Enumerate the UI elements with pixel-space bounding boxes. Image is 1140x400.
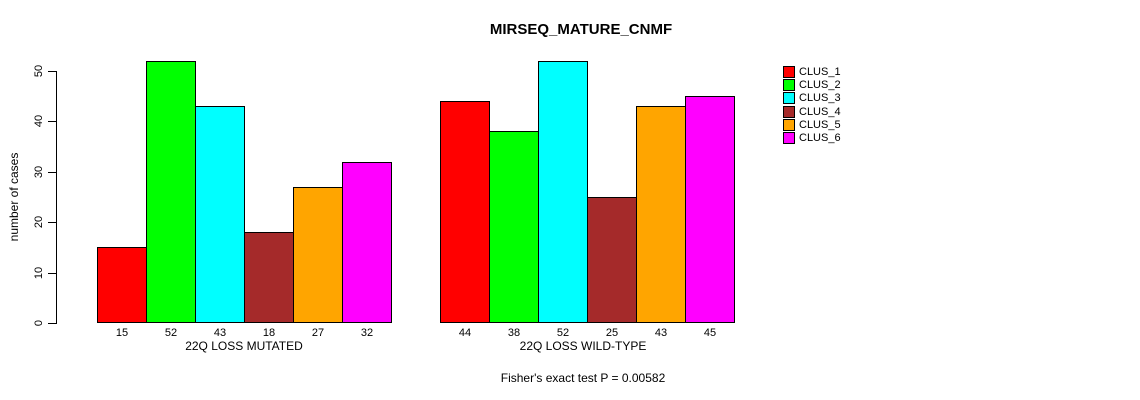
y-tick-mark [48, 172, 56, 173]
bar-value-label: 27 [311, 327, 325, 339]
legend-swatch-clus_5 [783, 119, 795, 131]
legend-row: CLUS_5 [783, 119, 841, 131]
bar-value-label: 45 [703, 327, 717, 339]
bar-value-label: 52 [556, 327, 570, 339]
bar-value-label: 44 [458, 327, 472, 339]
bar-value-label: 25 [605, 327, 619, 339]
legend-row: CLUS_3 [783, 92, 841, 104]
footnote: Fisher's exact test P = 0.00582 [500, 371, 666, 385]
legend-swatch-clus_3 [783, 92, 795, 104]
bar-clus_2-group1 [146, 61, 196, 323]
legend-label: CLUS_4 [799, 106, 841, 118]
legend-row: CLUS_4 [783, 106, 841, 118]
bar-value-label: 52 [164, 327, 178, 339]
bar-clus_3-group2 [538, 61, 588, 323]
bar-clus_4-group2 [587, 197, 637, 323]
y-tick-label: 10 [33, 266, 45, 280]
bar-clus_1-group1 [97, 247, 147, 323]
chart-title: MIRSEQ_MATURE_CNMF [489, 21, 673, 38]
y-tick-mark [48, 273, 56, 274]
bar-clus_5-group2 [636, 106, 686, 323]
legend-row: CLUS_2 [783, 79, 841, 91]
legend-row: CLUS_6 [783, 132, 841, 144]
legend-swatch-clus_1 [783, 66, 795, 78]
legend-swatch-clus_4 [783, 106, 795, 118]
bar-value-label: 15 [115, 327, 129, 339]
y-tick-mark [48, 222, 56, 223]
legend-swatch-clus_2 [783, 79, 795, 91]
y-tick-label: 50 [33, 64, 45, 78]
legend-row: CLUS_1 [783, 66, 841, 78]
bar-value-label: 18 [262, 327, 276, 339]
bar-clus_6-group1 [342, 162, 392, 323]
x-axis-group-label-mutated: 22Q LOSS MUTATED [185, 339, 303, 353]
bar-clus_1-group2 [440, 101, 490, 323]
bar-clus_6-group2 [685, 96, 735, 323]
y-tick-label: 30 [33, 165, 45, 179]
legend-label: CLUS_3 [799, 92, 841, 104]
y-tick-label: 0 [33, 319, 45, 327]
y-axis-title: number of cases [7, 152, 21, 242]
bar-value-label: 32 [360, 327, 374, 339]
bar-clus_3-group1 [195, 106, 245, 323]
y-tick-label: 40 [33, 114, 45, 128]
y-tick-mark [48, 323, 56, 324]
y-axis-line [56, 71, 57, 324]
legend-label: CLUS_5 [799, 119, 841, 131]
bar-value-label: 38 [507, 327, 521, 339]
bar-clus_2-group2 [489, 131, 539, 323]
bar-clus_5-group1 [293, 187, 343, 323]
legend-label: CLUS_6 [799, 132, 841, 144]
legend-swatch-clus_6 [783, 132, 795, 144]
y-tick-label: 20 [33, 215, 45, 229]
y-tick-mark [48, 121, 56, 122]
x-axis-group-label-wildtype: 22Q LOSS WILD-TYPE [519, 339, 647, 353]
bar-value-label: 43 [654, 327, 668, 339]
legend-label: CLUS_2 [799, 79, 841, 91]
bar-value-label: 43 [213, 327, 227, 339]
legend-label: CLUS_1 [799, 66, 841, 78]
y-tick-mark [48, 71, 56, 72]
bar-clus_4-group1 [244, 232, 294, 323]
